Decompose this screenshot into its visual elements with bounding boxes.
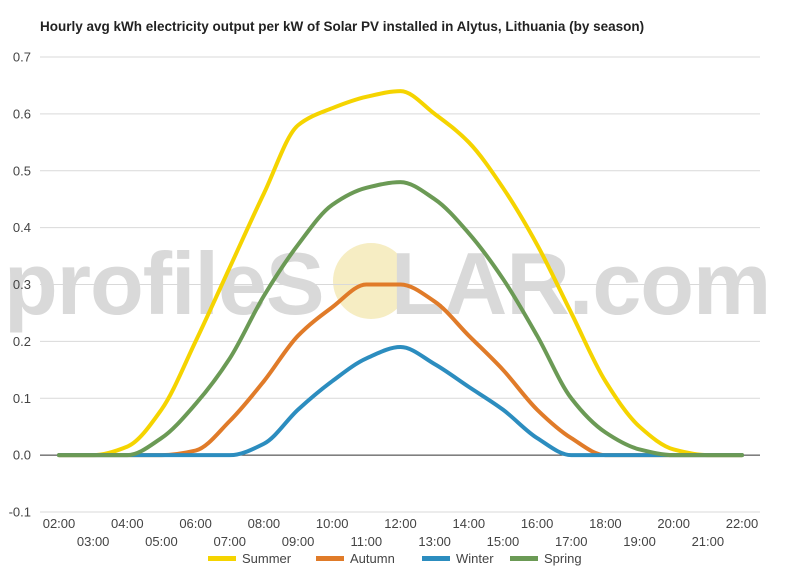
series-lines	[57, 89, 744, 458]
x-tick-label: 13:00	[418, 534, 451, 549]
x-tick-label: 20:00	[657, 516, 690, 531]
x-tick-label: 14:00	[453, 516, 486, 531]
legend-label: Winter	[456, 551, 494, 566]
legend-item-autumn[interactable]: Autumn	[316, 551, 395, 566]
y-tick-label: 0.3	[13, 277, 31, 292]
y-axis: -0.1 0.0 0.1 0.2 0.3 0.4 0.5 0.6 0.7	[9, 50, 31, 520]
x-tick-label: 02:00	[43, 516, 76, 531]
series-line-summer	[57, 89, 744, 458]
x-tick-label: 16:00	[521, 516, 554, 531]
x-tick-label: 21:00	[692, 534, 725, 549]
x-axis: 02:0003:0004:0005:0006:0007:0008:0009:00…	[43, 516, 759, 549]
legend: Summer Autumn Winter Spring	[208, 551, 582, 566]
watermark-text-end: LAR.com	[391, 234, 770, 333]
x-tick-label: 03:00	[77, 534, 110, 549]
watermark: profileSOLAR.com	[4, 234, 771, 333]
legend-label: Summer	[242, 551, 292, 566]
x-tick-label: 17:00	[555, 534, 588, 549]
legend-item-spring[interactable]: Spring	[510, 551, 582, 566]
y-tick-label: 0.4	[13, 220, 31, 235]
legend-label: Spring	[544, 551, 582, 566]
series-line-spring	[57, 180, 744, 458]
x-tick-label: 12:00	[384, 516, 417, 531]
y-tick-label: 0.5	[13, 163, 31, 178]
chart-title: Hourly avg kWh electricity output per kW…	[40, 19, 645, 34]
x-tick-label: 04:00	[111, 516, 144, 531]
x-tick-label: 06:00	[179, 516, 212, 531]
y-tick-label: 0.1	[13, 391, 31, 406]
x-tick-label: 07:00	[213, 534, 246, 549]
legend-item-winter[interactable]: Winter	[422, 551, 494, 566]
series-line-winter	[57, 345, 744, 458]
x-tick-label: 11:00	[351, 534, 383, 549]
x-tick-label: 19:00	[623, 534, 656, 549]
y-tick-label: 0.2	[13, 334, 31, 349]
x-tick-label: 18:00	[589, 516, 622, 531]
legend-swatch	[422, 556, 450, 561]
x-tick-label: 15:00	[487, 534, 520, 549]
x-tick-label: 10:00	[316, 516, 349, 531]
watermark-text-start: profileS	[4, 234, 324, 333]
x-tick-label: 22:00	[726, 516, 759, 531]
watermark-text: profileSOLAR.com	[4, 234, 770, 333]
legend-swatch	[208, 556, 236, 561]
y-tick-label: 0.0	[13, 448, 31, 463]
watermark-sun-icon	[333, 243, 409, 319]
x-tick-label: 08:00	[248, 516, 281, 531]
y-tick-label: 0.7	[13, 50, 31, 65]
legend-item-summer[interactable]: Summer	[208, 551, 292, 566]
y-tick-label: -0.1	[9, 505, 31, 520]
legend-swatch	[316, 556, 344, 561]
legend-swatch	[510, 556, 538, 561]
x-tick-label: 05:00	[145, 534, 178, 549]
legend-label: Autumn	[350, 551, 395, 566]
x-tick-label: 09:00	[282, 534, 315, 549]
y-tick-label: 0.6	[13, 106, 31, 121]
